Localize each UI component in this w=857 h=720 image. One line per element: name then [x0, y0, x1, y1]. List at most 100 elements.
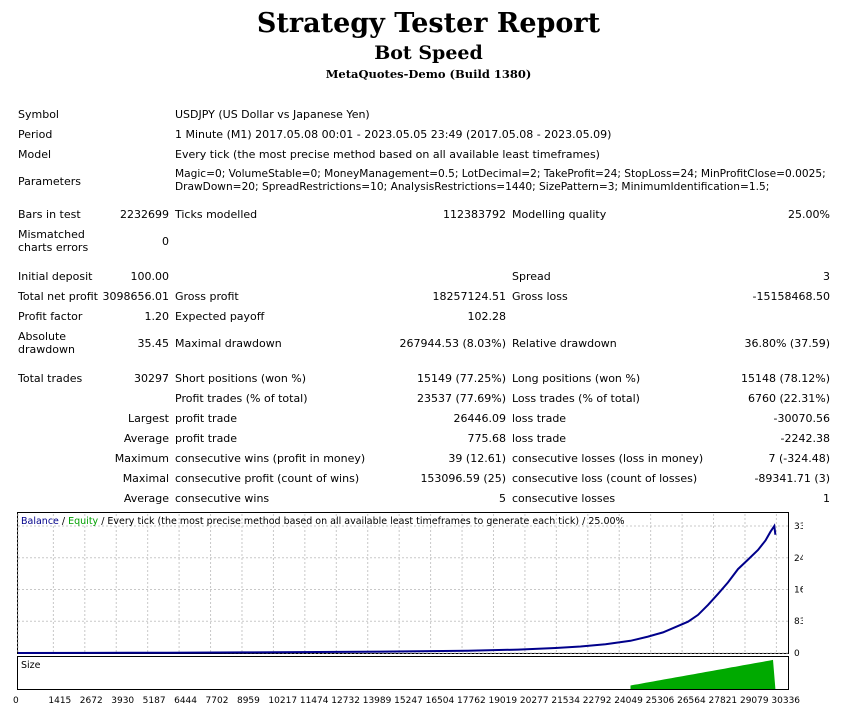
max-consecutive-wins-label: consecutive wins (profit in money) [175, 452, 366, 465]
average-loss-label: loss trade [512, 432, 567, 445]
net-profit-value: 3098656.01 [102, 290, 169, 303]
y-tick-label: 0 [794, 649, 800, 659]
deposit-label: Initial deposit [18, 270, 93, 283]
x-tick-label: 8959 [237, 696, 260, 706]
average-loss-value: -2242.38 [780, 432, 830, 445]
largest-loss-value: -30070.56 [773, 412, 830, 425]
x-tick-label: 27821 [709, 696, 738, 706]
legend-description: / Every tick (the most precise method ba… [98, 516, 624, 527]
x-tick-label: 25306 [646, 696, 675, 706]
average-consecutive-losses-value: 1 [823, 492, 830, 505]
profit-trades-value: 23537 (77.69%) [416, 392, 506, 405]
relative-drawdown-label: Relative drawdown [512, 337, 617, 350]
y-tick-label: 832545 [794, 617, 803, 627]
quality-label: Modelling quality [512, 208, 607, 221]
mismatch-value: 0 [162, 235, 169, 248]
long-positions-value: 15148 (78.12%) [740, 372, 830, 385]
maximal-consecutive-profit-value: 153096.59 (25) [420, 472, 506, 485]
period-label: Period [18, 128, 53, 141]
profit-factor-label: Profit factor [18, 310, 83, 323]
maximal-consecutive-profit-label: consecutive profit (count of wins) [175, 472, 360, 485]
absolute-drawdown-label-line-1: Absolute [18, 330, 67, 343]
grid-lines [17, 514, 788, 654]
largest-profit-value: 26446.09 [453, 412, 507, 425]
x-tick-label: 15247 [394, 696, 423, 706]
maximal-consecutive-loss-value: -89341.71 (3) [754, 472, 830, 485]
x-tick-label: 6444 [174, 696, 197, 706]
maximum-label: Maximum [114, 452, 169, 465]
average-consecutive-label: Average [123, 492, 169, 505]
x-tick-label: 17762 [457, 696, 486, 706]
x-tick-label: 3930 [111, 696, 134, 706]
largest-loss-label: loss trade [512, 412, 567, 425]
average-consecutive-wins-label: consecutive wins [175, 492, 270, 505]
size-label: Size [21, 660, 41, 671]
profit-factor-value: 1.20 [144, 310, 170, 323]
report-title: Strategy Tester Report [256, 8, 601, 39]
gross-loss-label: Gross loss [512, 290, 568, 303]
profit-trades-label: Profit trades (% of total) [175, 392, 308, 405]
long-positions-label: Long positions (won %) [512, 372, 641, 385]
size-area [630, 659, 776, 689]
gross-profit-value: 18257124.51 [432, 290, 506, 303]
largest-profit-label: profit trade [175, 412, 238, 425]
x-tick-label: 0 [13, 696, 19, 706]
gross-profit-label: Gross profit [175, 290, 239, 303]
average-profit-label: profit trade [175, 432, 238, 445]
x-tick-label: 29079 [740, 696, 769, 706]
model-label: Model [18, 148, 52, 161]
y-tick-label: 2497634 [794, 554, 803, 564]
short-positions-value: 15149 (77.25%) [416, 372, 506, 385]
mismatch-label-line-1: Mismatched [18, 228, 85, 241]
maximal-drawdown-value: 267944.53 (8.03%) [399, 337, 506, 350]
gross-loss-value: -15158468.50 [752, 290, 830, 303]
parameters-line-2: DrawDown=20; SpreadRestrictions=10; Anal… [175, 181, 770, 193]
expected-payoff-value: 102.28 [467, 310, 507, 323]
spread-label: Spread [512, 270, 551, 283]
parameters-label: Parameters [18, 175, 81, 188]
x-tick-label: 7702 [206, 696, 229, 706]
short-positions-label: Short positions (won %) [175, 372, 307, 385]
bars-value: 2232699 [120, 208, 169, 221]
x-tick-label: 16504 [426, 696, 455, 706]
x-tick-label: 26564 [677, 696, 706, 706]
x-tick-label: 13989 [363, 696, 392, 706]
absolute-drawdown-value: 35.45 [137, 337, 170, 350]
x-tick-label: 12732 [331, 696, 360, 706]
x-tick-label: 20277 [520, 696, 549, 706]
maximal-label: Maximal [122, 472, 169, 485]
loss-trades-label: Loss trades (% of total) [512, 392, 640, 405]
period-value: 1 Minute (M1) 2017.05.08 00:01 - 2023.05… [175, 128, 612, 141]
average-label: Average [123, 432, 169, 445]
legend-separator: / [59, 516, 68, 527]
parameters-line-1: Magic=0; VolumeStable=0; MoneyManagement… [175, 168, 826, 180]
total-trades-value: 30297 [134, 372, 169, 385]
total-trades-label: Total trades [18, 372, 83, 385]
y-tick-label: 1665089 [794, 586, 803, 596]
balance-line [17, 523, 777, 654]
legend-equity: Equity [68, 516, 98, 527]
ticks-label: Ticks modelled [175, 208, 258, 221]
x-tick-label: 1415 [48, 696, 71, 706]
absolute-drawdown-label-line-2: drawdown [18, 343, 75, 356]
average-consecutive-wins-value: 5 [499, 492, 506, 505]
loss-trades-value: 6760 (22.31%) [747, 392, 830, 405]
max-consecutive-wins-value: 39 (12.61) [448, 452, 506, 465]
net-profit-label: Total net profit [18, 290, 98, 303]
max-consecutive-losses-value: 7 (-324.48) [768, 452, 830, 465]
balance-equity-chart: 3330179 2497634 1665089 832545 0 Balance / E… [17, 512, 803, 690]
maximal-consecutive-loss-label: consecutive loss (count of losses) [512, 472, 698, 485]
x-axis-labels: 0 1415 2672 3930 5187 6444 7702 8959 10217 11474 1… [13, 696, 800, 706]
legend-balance: Balance [21, 516, 59, 527]
quality-value: 25.00% [788, 208, 830, 221]
x-tick-label: 2672 [80, 696, 103, 706]
average-profit-value: 775.68 [467, 432, 507, 445]
symbol-value: USDJPY (US Dollar vs Japanese Yen) [175, 108, 370, 121]
relative-drawdown-value: 36.80% (37.59) [744, 337, 830, 350]
chart-legend: Balance / Equity / Every tick (the most … [21, 516, 625, 527]
ticks-value: 112383792 [443, 208, 506, 221]
model-value: Every tick (the most precise method base… [175, 148, 600, 161]
y-axis-labels: 3330179 2497634 1665089 832545 0 [794, 522, 803, 659]
mismatch-label-line-2: charts errors [18, 241, 89, 254]
x-tick-label: 19019 [488, 696, 517, 706]
